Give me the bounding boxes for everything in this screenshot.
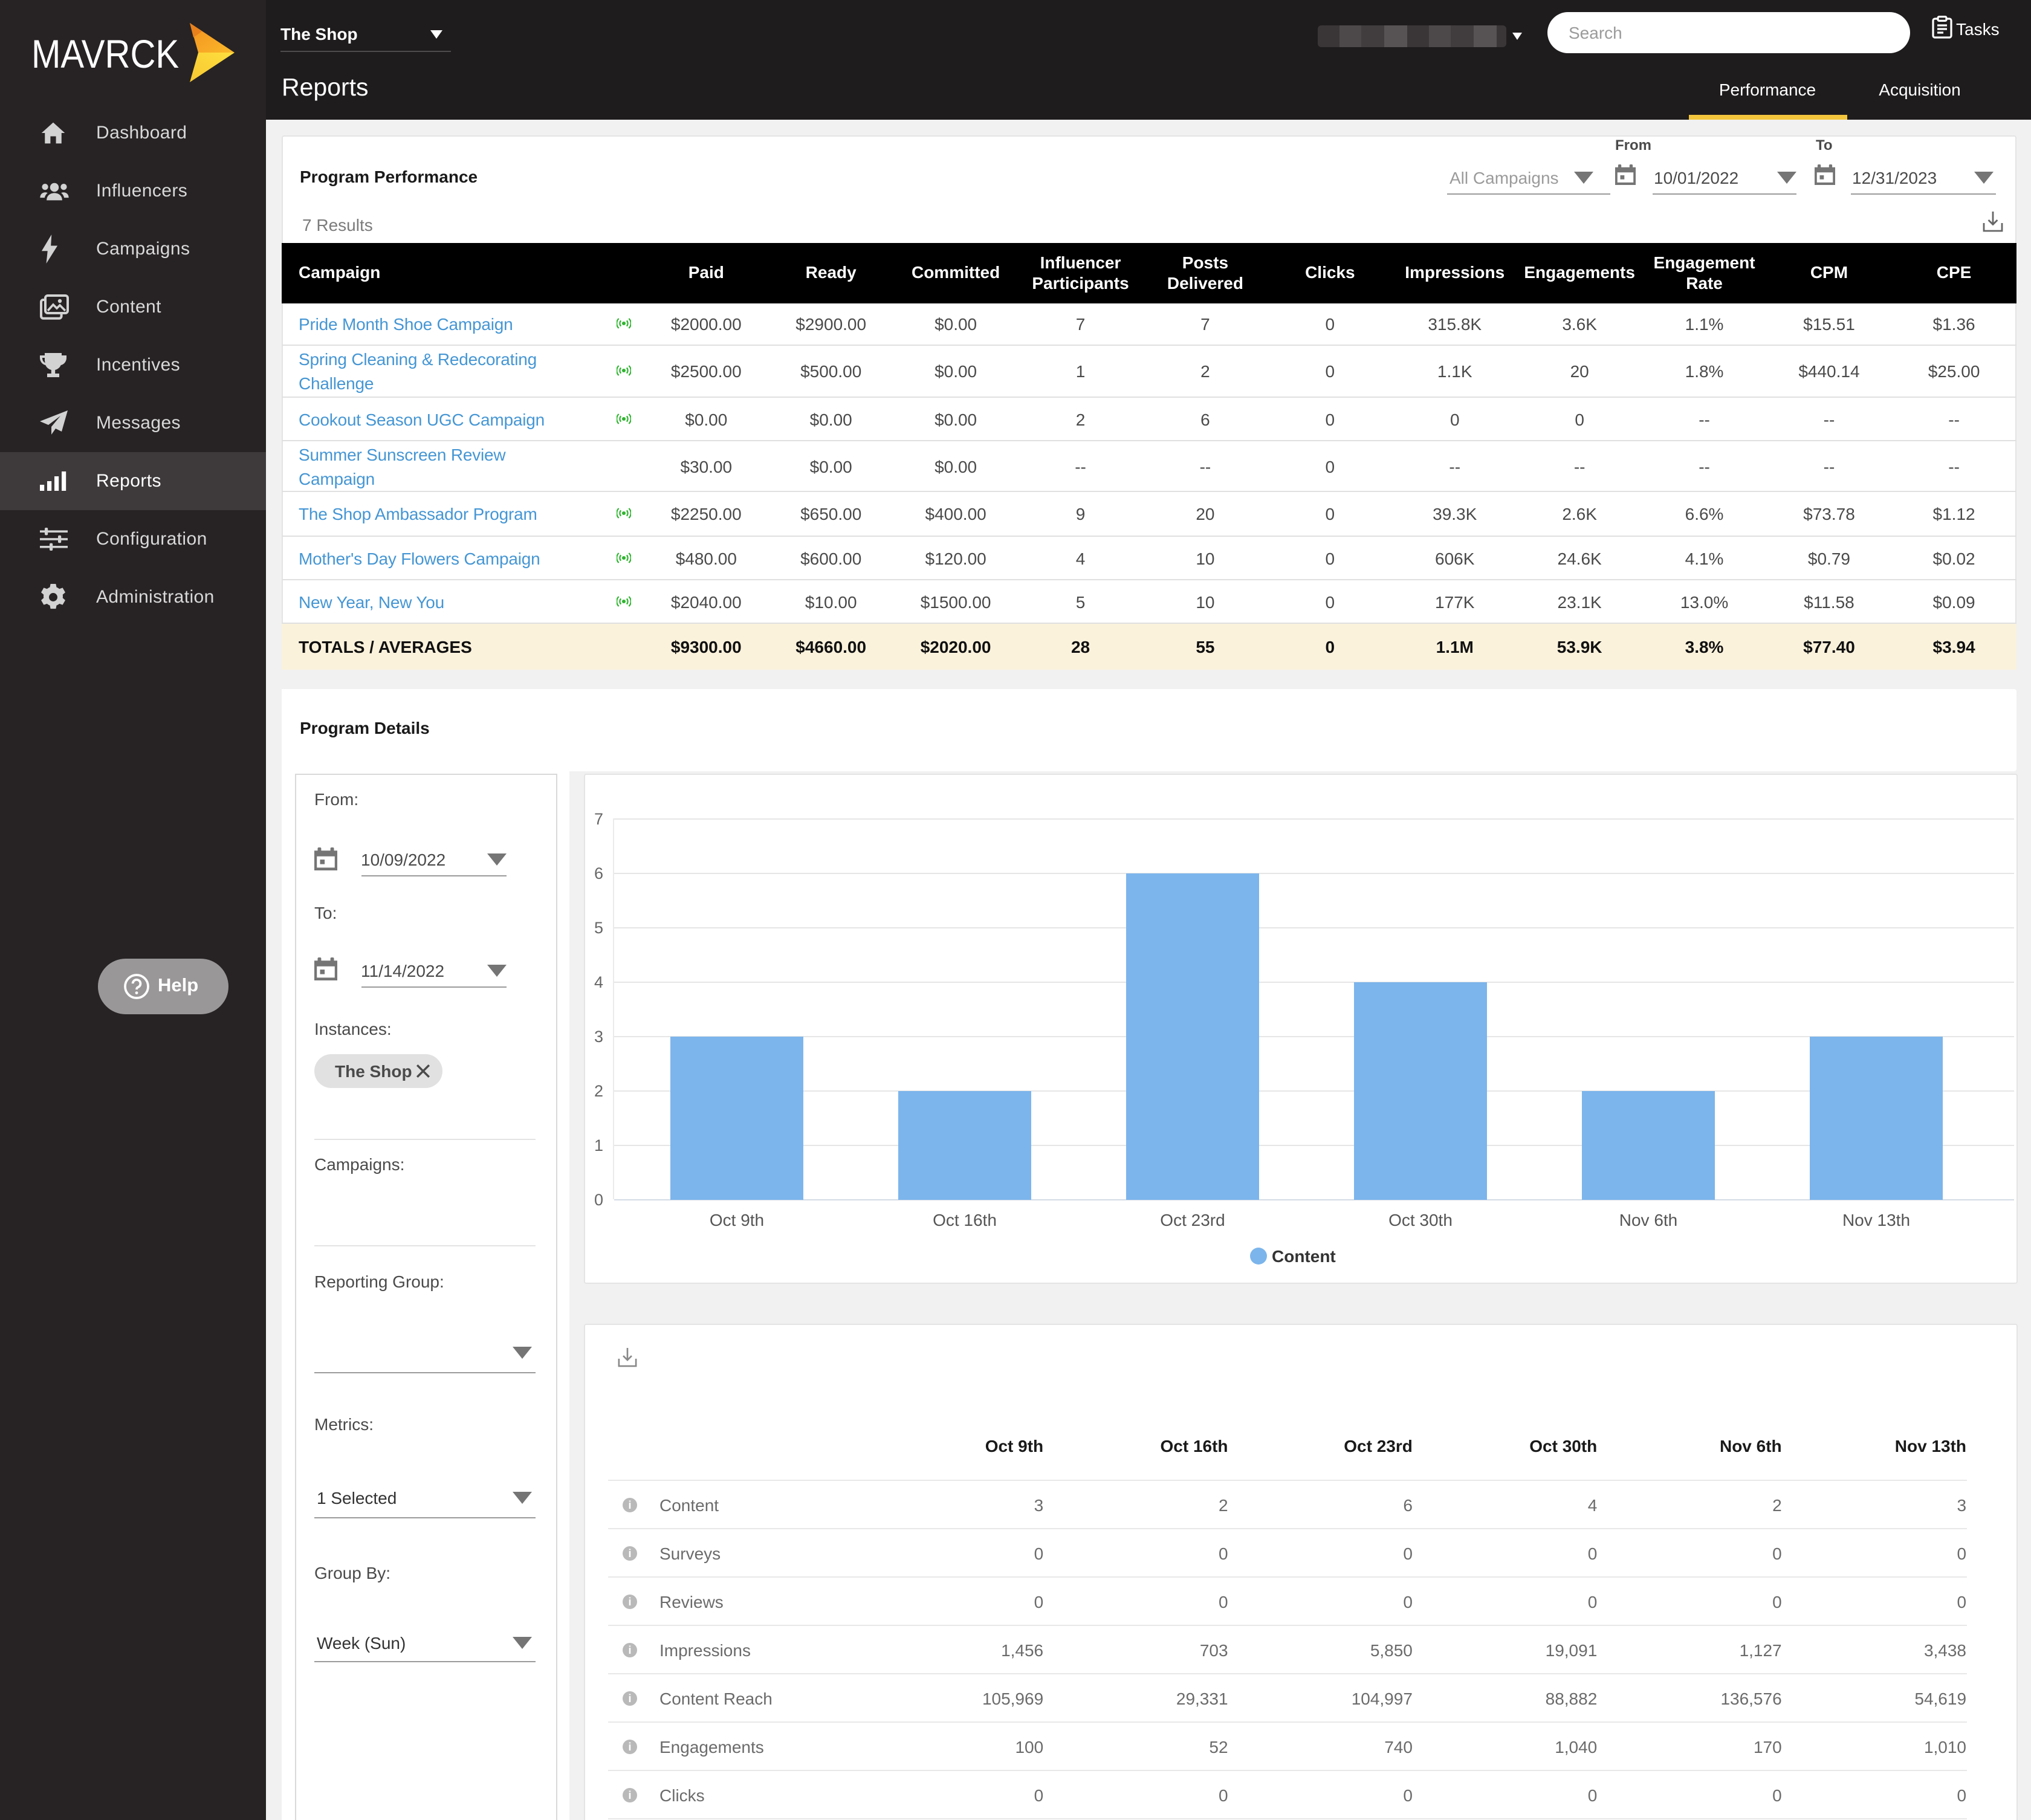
- svg-text:6: 6: [594, 864, 603, 882]
- svg-text:2: 2: [594, 1081, 603, 1099]
- svg-text:Oct 9th: Oct 9th: [710, 1210, 764, 1229]
- svg-text:5: 5: [594, 918, 603, 936]
- svg-text:7: 7: [594, 809, 603, 827]
- svg-text:Oct 30th: Oct 30th: [1388, 1210, 1453, 1229]
- svg-text:Oct 23rd: Oct 23rd: [1160, 1210, 1225, 1229]
- svg-text:Content: Content: [1272, 1246, 1336, 1265]
- svg-text:Nov 13th: Nov 13th: [1842, 1210, 1910, 1229]
- svg-text:3: 3: [594, 1027, 603, 1045]
- svg-text:0: 0: [594, 1190, 603, 1208]
- svg-text:4: 4: [594, 973, 603, 991]
- svg-text:Oct 16th: Oct 16th: [933, 1210, 997, 1229]
- svg-text:Nov 6th: Nov 6th: [1619, 1210, 1678, 1229]
- svg-text:1: 1: [594, 1136, 603, 1154]
